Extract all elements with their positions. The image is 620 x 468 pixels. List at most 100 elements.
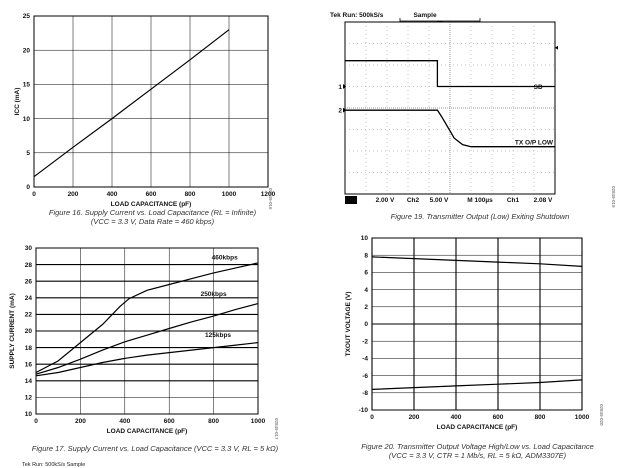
x-tick-label: 400 xyxy=(107,191,118,198)
y-tick-label: 20 xyxy=(25,328,33,335)
figure-16-id: 02849-016 xyxy=(268,188,273,210)
x-tick-label: 0 xyxy=(32,191,36,198)
figure-19-scope: Tek Run: 500kS/s Sample 1 2 SD TX O/P LOW Ch1 2… xyxy=(330,12,558,204)
status-timebase: M 100µs xyxy=(467,197,493,204)
y-tick-label: 8 xyxy=(364,252,368,259)
x-tick-label: 200 xyxy=(409,414,420,421)
y-tick-label: 5 xyxy=(26,150,30,157)
plot-frame xyxy=(371,237,583,411)
y-tick-label: -4 xyxy=(362,356,368,363)
y-tick-label: 10 xyxy=(25,411,33,418)
x-tick-label: 600 xyxy=(146,191,157,198)
x-tick-label: 1200 xyxy=(261,191,276,198)
status-ch2: Ch2 xyxy=(407,197,420,204)
y-tick-label: 24 xyxy=(25,295,33,302)
x-tick-label: 400 xyxy=(119,418,130,425)
x-tick-label: 200 xyxy=(75,418,86,425)
y-axis-title: TXOUT VOLTAGE (V) xyxy=(345,292,352,357)
figure-17-chart: 10 12 14 16 18 20 22 24 26 28 30 0 200 400 600 800 1000 L… xyxy=(9,245,266,435)
status-ch1: Ch1 xyxy=(345,197,358,204)
figure-19-id: 02849-019 xyxy=(611,186,616,208)
x-tick-label: 1000 xyxy=(222,191,237,198)
status-ch1-scale: 2.00 V xyxy=(376,197,395,204)
x-tick-label: 0 xyxy=(370,414,374,421)
y-tick-label: 22 xyxy=(25,312,33,319)
y-tick-label: 30 xyxy=(25,245,33,252)
figure-20-id: 02849-020 xyxy=(599,404,604,426)
trace-sd xyxy=(345,60,555,88)
figure-16-panel: 0 5 10 15 20 25 0 200 400 600 800 1000 1200 LOAD CAPA… xyxy=(14,8,276,208)
x-axis-title: LOAD CAPACITANCE (pF) xyxy=(111,201,192,208)
plot-frame xyxy=(35,247,259,415)
y-tick-label: 12 xyxy=(25,395,33,402)
y-tick-label: 26 xyxy=(25,278,33,285)
x-tick-label: 1000 xyxy=(251,418,266,425)
y-tick-label: 16 xyxy=(25,361,33,368)
y-tick-label: 14 xyxy=(25,378,33,385)
y-tick-label: -6 xyxy=(362,373,368,380)
y-tick-label: 15 xyxy=(23,82,31,89)
x-axis-title: LOAD CAPACITANCE (pF) xyxy=(437,424,518,431)
figure-17-panel: 10 12 14 16 18 20 22 24 26 28 30 0 200 400 600 800 1000 L… xyxy=(8,242,283,442)
x-tick-label: 800 xyxy=(185,191,196,198)
x-tick-label: 800 xyxy=(208,418,219,425)
series-label: 125kbps xyxy=(205,332,231,339)
status-trigger-level: 2.08 V xyxy=(534,197,553,204)
y-axis-title: ICC (mA) xyxy=(14,88,21,116)
y-tick-label: 4 xyxy=(364,287,368,294)
figure-17-id: 02849-017 xyxy=(274,418,279,440)
status-ch2-scale: 5.00 V xyxy=(430,197,449,204)
x-tick-label: 600 xyxy=(164,418,175,425)
x-tick-label: 0 xyxy=(34,418,38,425)
y-tick-label: -8 xyxy=(362,390,368,397)
x-tick-label: 800 xyxy=(535,414,546,421)
y-tick-label: 10 xyxy=(361,235,369,242)
plot-frame xyxy=(33,15,269,188)
y-tick-label: -2 xyxy=(362,338,368,345)
y-tick-label: 0 xyxy=(26,184,30,191)
bottom-scope-strip: Tek Run: 500kS/s Sample xyxy=(22,462,86,468)
figure-19-caption: Figure 19. Transmitter Output (Low) Exit… xyxy=(350,212,610,221)
channel-2-marker: 2 xyxy=(338,108,342,115)
channel-1-arrow-icon xyxy=(343,84,346,89)
channel-2-arrow-icon xyxy=(343,107,346,113)
x-tick-label: 600 xyxy=(493,414,504,421)
series-line-125kbps xyxy=(35,342,259,377)
x-tick-label: 400 xyxy=(451,414,462,421)
y-tick-label: 0 xyxy=(364,321,368,328)
status-trigger-channel: Ch1 xyxy=(507,197,520,204)
y-axis-title: SUPPLY CURRENT (mA) xyxy=(9,293,16,368)
trace-label-sd: SD xyxy=(534,84,543,91)
figure-20-chart: -10 -8 -6 -4 -2 0 2 4 6 8 10 0 200 400 600 800 1000 LOAD … xyxy=(345,235,590,431)
series-line-250kbps xyxy=(35,303,259,375)
figure-16-title: Figure 16. Supply Current vs. Load Capac… xyxy=(48,208,257,217)
y-tick-label: -10 xyxy=(359,407,369,414)
figure-16-chart: 0 5 10 15 20 25 0 200 400 600 800 1000 1200 LOAD CAPA… xyxy=(14,13,276,208)
x-axis-title: LOAD CAPACITANCE (pF) xyxy=(107,428,188,435)
series-line-460kbps xyxy=(35,262,259,374)
y-tick-label: 6 xyxy=(364,270,368,277)
figure-20-title: Figure 20. Transmitter Output Voltage Hi… xyxy=(361,442,594,451)
figure-19-title: Figure 19. Transmitter Output (Low) Exit… xyxy=(390,212,570,221)
y-tick-label: 20 xyxy=(23,47,31,54)
figure-19-panel: Tek Run: 500kS/s Sample 1 2 SD TX O/P LOW Ch1 2… xyxy=(330,8,590,208)
x-tick-label: 200 xyxy=(68,191,79,198)
series-label: 460kbps xyxy=(212,255,238,262)
y-tick-label: 18 xyxy=(25,345,33,352)
figure-20-subtitle: (VCC = 3.3 V, CTR = 1 Mb/s, RL = 5 kΩ, A… xyxy=(388,451,567,460)
scope-header-run: Tek Run: 500kS/s xyxy=(330,12,384,19)
trace-label-tx-output: TX O/P LOW xyxy=(515,140,554,147)
channel-1-marker: 1 xyxy=(338,84,342,91)
series-label: 250kbps xyxy=(201,291,227,298)
trigger-level-icon xyxy=(555,45,558,50)
series-line-low xyxy=(371,379,583,390)
figure-20-panel: -10 -8 -6 -4 -2 0 2 4 6 8 10 0 200 400 600 800 1000 LOAD … xyxy=(340,232,600,432)
y-tick-label: 25 xyxy=(23,13,31,20)
series-line-icc xyxy=(33,29,230,178)
figure-16-caption: Figure 16. Supply Current vs. Load Capac… xyxy=(20,208,285,226)
series-line-high xyxy=(371,256,583,267)
x-tick-label: 1000 xyxy=(575,414,590,421)
y-tick-label: 10 xyxy=(23,116,31,123)
figure-20-caption: Figure 20. Transmitter Output Voltage Hi… xyxy=(335,442,620,460)
y-tick-label: 28 xyxy=(25,262,33,269)
